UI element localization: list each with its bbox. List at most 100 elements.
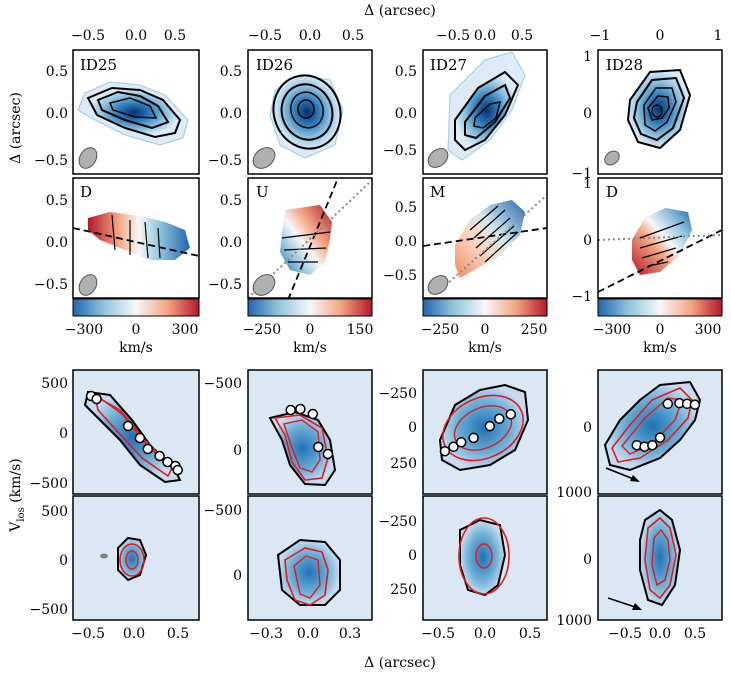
id27-top-tick-0: −0.5 — [436, 28, 470, 44]
id26-cbar-unit: km/s — [293, 340, 327, 356]
id27-pvmin-y-tick-0: −250 — [379, 514, 417, 530]
id27-pvmaj-y-tick-1: 0 — [408, 420, 417, 436]
id28v-y-tick-0: 1 — [583, 176, 592, 192]
id26-top-tick-1: 0.0 — [299, 28, 321, 44]
id26-cbar-tick-2: 150 — [347, 322, 374, 338]
id28-top-tick-1: 0 — [656, 28, 665, 44]
pv-data-point — [689, 399, 701, 410]
pv-data-point — [154, 450, 165, 462]
id25-pvmin-y-tick-0: 500 — [41, 504, 68, 520]
id26-pvmin-y-tick-0: −500 — [204, 503, 242, 519]
id25-pvmaj-y-tick-0: 500 — [41, 376, 68, 392]
id25v-y-tick-2: −0.5 — [34, 277, 68, 293]
panel-id25-velocity: D 0.5 0.0 −0.5 −300 0 300 km/s — [34, 177, 200, 356]
id26-pvmaj-y-tick-1: 0 — [233, 443, 242, 459]
panel-id27-pv-major: −250 0 250 — [379, 369, 548, 495]
id28-major-points — [631, 397, 701, 452]
panel-id27-label: ID27 — [430, 56, 467, 74]
id28-cbar-tick-1: 0 — [656, 322, 665, 338]
id26-cbar-tick-0: −250 — [243, 322, 281, 338]
id25-cbar-tick-0: −300 — [65, 322, 103, 338]
pv-data-point — [662, 398, 674, 410]
id26-cbar-tick-1: 0 — [306, 322, 315, 338]
pv-data-point — [484, 420, 496, 432]
pv-data-point — [448, 441, 459, 453]
id25-x-tick-2: 0.5 — [167, 626, 189, 642]
id26-y-tick-1: 0.0 — [220, 106, 242, 122]
id27-top-tick-2: 0.5 — [511, 28, 533, 44]
id28-y-tick-1: 0 — [583, 106, 592, 122]
id27-cbar-tick-1: 0 — [481, 322, 490, 338]
panel-id26-velocity: U 0.5 0.0 −0.5 −250 0 150 km/s — [208, 177, 374, 356]
panel-id26-moment0: ID26 −0.5 0.0 0.5 0.5 0.0 −0.5 — [208, 28, 373, 175]
id25-pvmaj-y-tick-2: −500 — [30, 476, 68, 492]
panel-id28-pv-major: 0 1000 — [556, 369, 723, 501]
id27-y-tick-1: 0.0 — [395, 106, 417, 122]
pv-data-point — [285, 404, 296, 416]
pv-data-point — [295, 403, 306, 415]
panel-id25-kin-label: D — [80, 183, 92, 201]
id28-x-tick-2: 0.5 — [684, 626, 706, 642]
id25-major-points — [85, 390, 183, 476]
id25-top-tick-2: 0.5 — [164, 28, 186, 44]
id26-y-tick-0: 0.5 — [220, 64, 242, 80]
id28-pvmin-y-tick-0: 0 — [583, 552, 592, 568]
id27-cbar-tick-0: −250 — [421, 322, 459, 338]
id26v-y-tick-0: 0.5 — [220, 193, 242, 209]
id27-y-tick-2: −0.5 — [383, 143, 417, 159]
id27-pvmaj-y-tick-0: −250 — [379, 386, 417, 402]
id26v-y-tick-1: 0.0 — [220, 235, 242, 251]
panel-id25-label: ID25 — [80, 56, 117, 74]
panel-id25-pv-major: 500 0 −500 — [30, 369, 200, 495]
panel-id28-pv-minor: 0 1000 −0.5 0.0 0.5 — [556, 495, 723, 642]
id28-y-tick-0: 1 — [583, 49, 592, 65]
id28-top-tick-2: 1 — [714, 28, 723, 44]
id26-major-points — [285, 403, 334, 460]
id28-pvmaj-y-tick-1: 1000 — [556, 485, 592, 501]
id27v-y-tick-1: 0.0 — [395, 234, 417, 250]
vlos-y-axis-label: Vlos (km/s) — [8, 458, 27, 533]
pv-data-point — [455, 437, 467, 448]
id25-pvmin-y-tick-1: 0 — [59, 553, 68, 569]
pv-data-point — [142, 443, 154, 455]
pv-data-point — [468, 432, 479, 444]
id25-pvmin-y-tick-2: −500 — [30, 602, 68, 618]
pv-data-point — [439, 445, 451, 457]
id28v-y-tick-1: 0 — [583, 233, 592, 249]
panel-id28-velocity: D 1 0 −1 −300 0 300 km/s — [571, 176, 723, 356]
vlos-unit: (km/s) — [8, 458, 24, 507]
id25-y-tick-1: 0.0 — [46, 106, 68, 122]
panel-id27-kin-label: M — [430, 183, 445, 201]
id28-x-tick-0: −0.5 — [608, 626, 642, 642]
id25-cbar-tick-2: 300 — [172, 322, 199, 338]
bottom-x-axis-label: Δ (arcsec) — [364, 655, 436, 671]
id27v-y-tick-0: 0.5 — [395, 200, 417, 216]
id25v-y-tick-0: 0.5 — [46, 193, 68, 209]
panel-id28-kin-label: D — [606, 183, 618, 201]
id27v-y-tick-2: −0.5 — [383, 268, 417, 284]
id28-y-tick-2: −1 — [571, 166, 592, 182]
id26-top-tick-0: −0.5 — [248, 28, 282, 44]
id28-cbar-unit: km/s — [643, 340, 677, 356]
id28v-y-tick-2: −1 — [571, 289, 592, 305]
id25-x-tick-0: −0.5 — [71, 626, 105, 642]
id27-x-tick-2: 0.5 — [519, 626, 541, 642]
pv-data-point — [122, 420, 134, 432]
pv-data-point — [494, 413, 505, 424]
id27-pvmin-y-tick-1: 0 — [408, 548, 417, 564]
panel-id25-moment0: ID25 −0.5 0.0 0.5 0.5 0.0 −0.5 — [34, 28, 200, 175]
id26v-y-tick-2: −0.5 — [208, 277, 242, 293]
id25-cbar-unit: km/s — [119, 340, 153, 356]
vlos-main: V — [8, 521, 24, 533]
id27-x-tick-1: 0.0 — [474, 626, 496, 642]
id27-x-tick-0: −0.5 — [421, 626, 455, 642]
id27-pvmin-y-tick-2: 250 — [390, 582, 417, 598]
id28-x-tick-1: 0.0 — [649, 626, 671, 642]
pv-data-point — [172, 464, 183, 476]
id25-top-tick-0: −0.5 — [71, 28, 105, 44]
panel-id27-moment0: ID27 −0.5 0.0 0.5 0.5 0.0 −0.5 — [383, 28, 548, 175]
id27-y-tick-0: 0.5 — [395, 64, 417, 80]
panel-id26-pv-major: −500 0 — [204, 369, 373, 495]
panel-id28-moment0: ID28 −1 0 1 1 0 −1 — [571, 28, 723, 182]
id26-pvmaj-y-tick-0: −500 — [204, 376, 242, 392]
